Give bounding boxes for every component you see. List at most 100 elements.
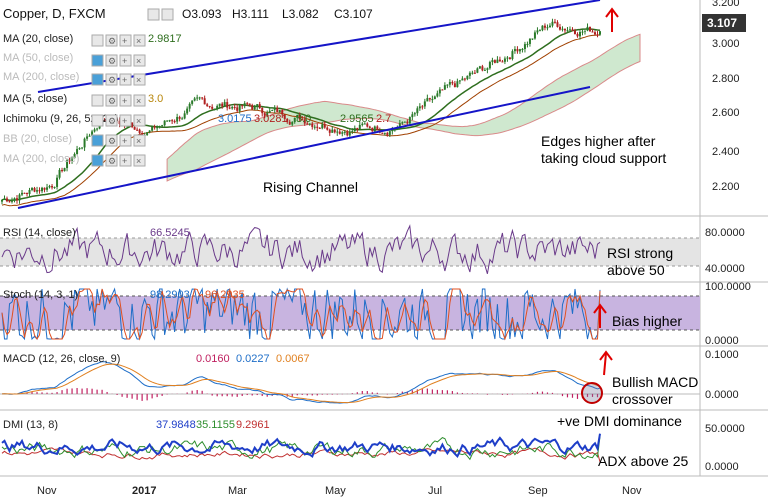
macd-hist-bar: [146, 393, 148, 401]
macd-hist-bar: [291, 393, 293, 398]
candle-body: [436, 93, 439, 97]
candle-body: [506, 57, 509, 59]
stoch-panel[interactable]: Stoch (14, 3, 1) 98.2903 96.2935 100.000…: [0, 281, 751, 347]
svg-text:+: +: [122, 75, 127, 85]
candle-body: [318, 127, 321, 129]
close-icon[interactable]: ×: [133, 134, 146, 147]
candle-body: [391, 129, 394, 132]
close-icon[interactable]: ×: [133, 154, 146, 167]
macd-hist-bar: [436, 389, 438, 394]
candle-body: [511, 51, 514, 60]
rsi-label: RSI (14, close): [3, 227, 76, 239]
macd-hist-bar: [371, 392, 373, 394]
close-icon[interactable]: ×: [133, 34, 146, 47]
candle-body: [418, 106, 421, 109]
candle-body: [411, 114, 414, 118]
dmi-panel[interactable]: DMI (13, 8) 37.9848 35.1155 9.2961 50.00…: [1, 413, 745, 473]
candle-body: [16, 198, 19, 201]
header-gear-icon[interactable]: [161, 8, 174, 21]
plus-icon[interactable]: +: [119, 54, 132, 67]
legend-toolbar-icons[interactable]: ⚙ + × ⚙ + × ⚙ + × ⚙ + × ⚙ + × ⚙ + × ⚙ + ×: [91, 34, 146, 167]
candle-body: [283, 114, 286, 119]
candle-body: [286, 118, 289, 122]
candle-body: [221, 103, 224, 107]
candle-body: [176, 116, 179, 122]
macd-hist-bar: [446, 390, 448, 394]
eye-icon[interactable]: [91, 114, 104, 127]
macd-hist-bar: [151, 393, 153, 399]
candle-body: [156, 127, 159, 129]
candle-body: [76, 149, 79, 154]
candle-body: [368, 126, 371, 128]
close-icon[interactable]: ×: [133, 114, 146, 127]
macd-panel[interactable]: MACD (12, 26, close, 9) 0.0160 0.0227 0.…: [0, 349, 739, 407]
candle-body: [243, 103, 246, 107]
plus-icon[interactable]: +: [119, 114, 132, 127]
svg-text:×: ×: [136, 116, 141, 126]
macd-hist-bar: [56, 392, 58, 394]
stoch-d-line: [1, 288, 601, 341]
eye-icon[interactable]: [91, 54, 104, 67]
plus-icon[interactable]: +: [119, 154, 132, 167]
candle-body: [246, 103, 249, 105]
channel-lower-line: [17, 86, 591, 209]
plus-icon[interactable]: +: [119, 134, 132, 147]
candle-body: [568, 29, 571, 31]
macd-hist-bar: [541, 391, 544, 394]
candle-body: [431, 99, 434, 101]
header-eye-icon[interactable]: [147, 8, 160, 21]
candle-body: [381, 132, 384, 134]
eye-icon[interactable]: [91, 154, 104, 167]
macd-hist-bar: [486, 393, 489, 395]
eye-icon[interactable]: [91, 73, 104, 86]
close-icon[interactable]: ×: [133, 73, 146, 86]
candle-body: [433, 96, 436, 100]
candle-body: [21, 192, 24, 195]
candle-body: [376, 126, 379, 131]
candle-body: [398, 123, 401, 128]
svg-text:⚙: ⚙: [108, 75, 116, 85]
candle-body: [198, 97, 201, 99]
gear-icon[interactable]: ⚙: [105, 73, 118, 86]
candle-body: [383, 132, 386, 134]
eye-icon[interactable]: [91, 94, 104, 107]
gear-icon[interactable]: ⚙: [105, 154, 118, 167]
macd-hist-bar: [336, 393, 338, 395]
macd-hist-bar: [596, 393, 599, 398]
gear-icon[interactable]: ⚙: [105, 134, 118, 147]
eye-icon[interactable]: [91, 34, 104, 47]
candle-body: [328, 129, 331, 133]
candle-body: [78, 148, 81, 150]
macd-hist-bar: [586, 393, 589, 397]
plus-icon[interactable]: +: [119, 94, 132, 107]
candle-body: [581, 31, 584, 33]
gear-icon[interactable]: ⚙: [105, 94, 118, 107]
macd-hist-bar: [506, 393, 509, 395]
macd-hist-bar: [46, 392, 48, 394]
close-icon[interactable]: ×: [133, 54, 146, 67]
candle-body: [138, 129, 141, 134]
macd-hist-bar: [461, 392, 463, 394]
price-panel[interactable]: 3.200 3.000 2.800 2.600 2.400 2.200 3.10…: [1, 0, 746, 209]
gear-icon[interactable]: ⚙: [105, 34, 118, 47]
close-icon[interactable]: ×: [133, 94, 146, 107]
candle-body: [531, 38, 534, 40]
macd-hist-value: 0.0067: [276, 353, 310, 365]
adx-line: [1, 447, 601, 463]
tick-2.600: 2.600: [712, 107, 740, 119]
candle-body: [468, 72, 471, 76]
eye-icon[interactable]: [91, 134, 104, 147]
candle-body: [258, 104, 261, 109]
ma-b-label: MA (200, close): [3, 153, 79, 165]
plus-icon[interactable]: +: [119, 73, 132, 86]
ichimoku-v4: 2.9565: [340, 113, 374, 125]
candle-body: [361, 123, 364, 125]
candle-body: [548, 25, 551, 28]
macd-hist-bar: [576, 393, 579, 399]
gear-icon[interactable]: ⚙: [105, 114, 118, 127]
rsi-panel[interactable]: RSI (14, close) 66.5245 80.0000 40.0000 …: [0, 224, 745, 278]
plus-icon[interactable]: +: [119, 34, 132, 47]
gear-icon[interactable]: ⚙: [105, 54, 118, 67]
dmi-minus-value: 35.1155: [196, 419, 235, 431]
